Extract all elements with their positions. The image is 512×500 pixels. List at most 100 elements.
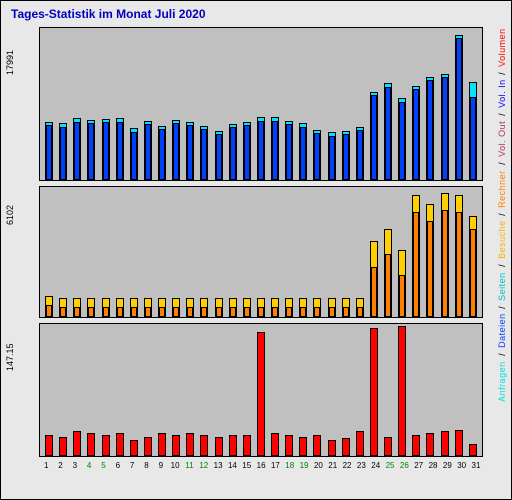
day-tick: 7 bbox=[125, 461, 139, 470]
bar bbox=[328, 440, 336, 456]
bar bbox=[172, 435, 180, 456]
bar bbox=[131, 132, 137, 180]
day-tick: 6 bbox=[111, 461, 125, 470]
bar bbox=[427, 221, 433, 317]
bar bbox=[131, 307, 137, 317]
day-tick: 17 bbox=[268, 461, 282, 470]
bar bbox=[230, 127, 236, 180]
bar bbox=[201, 129, 207, 180]
legend-item: Anfragen bbox=[497, 360, 507, 403]
bar bbox=[73, 431, 81, 456]
bar bbox=[300, 307, 306, 317]
bar bbox=[45, 435, 53, 456]
bar bbox=[426, 433, 434, 456]
day-tick: 27 bbox=[412, 461, 426, 470]
bar bbox=[158, 433, 166, 456]
day-tick: 3 bbox=[68, 461, 82, 470]
bar bbox=[229, 435, 237, 456]
day-tick: 11 bbox=[182, 461, 196, 470]
bar bbox=[46, 305, 52, 317]
day-tick: 30 bbox=[455, 461, 469, 470]
day-tick: 2 bbox=[53, 461, 67, 470]
bar bbox=[186, 433, 194, 456]
legend-item: Seiten bbox=[497, 271, 507, 302]
bar bbox=[272, 121, 278, 180]
bar bbox=[117, 307, 123, 317]
day-tick: 15 bbox=[240, 461, 254, 470]
bar bbox=[371, 267, 377, 317]
bar bbox=[159, 129, 165, 180]
bar bbox=[356, 431, 364, 456]
bar bbox=[230, 307, 236, 317]
bar bbox=[357, 307, 363, 317]
bar bbox=[385, 254, 391, 317]
y-label-bot: 147.15 bbox=[5, 343, 15, 371]
bar bbox=[470, 97, 476, 180]
legend-item: Vol. In bbox=[497, 79, 507, 110]
bar bbox=[371, 95, 377, 180]
day-tick: 21 bbox=[326, 461, 340, 470]
day-tick: 4 bbox=[82, 461, 96, 470]
bar bbox=[384, 437, 392, 456]
bar bbox=[272, 307, 278, 317]
legend: Anfragen / Dateien / Seiten / Besuche / … bbox=[497, 27, 507, 403]
x-axis-days: 1234567891011121314151617181920212223242… bbox=[39, 461, 483, 470]
day-tick: 8 bbox=[139, 461, 153, 470]
bar bbox=[144, 437, 152, 456]
bar bbox=[173, 307, 179, 317]
legend-item: Rechner bbox=[497, 169, 507, 209]
day-tick: 13 bbox=[211, 461, 225, 470]
bar bbox=[442, 77, 448, 180]
day-tick: 10 bbox=[168, 461, 182, 470]
bar bbox=[215, 437, 223, 456]
chart-title: Tages-Statistik im Monat Juli 2020 bbox=[11, 7, 206, 21]
bar bbox=[257, 332, 265, 456]
day-tick: 5 bbox=[96, 461, 110, 470]
bar bbox=[399, 102, 405, 180]
bar bbox=[159, 307, 165, 317]
bar bbox=[413, 89, 419, 180]
bar bbox=[286, 124, 292, 180]
bar bbox=[258, 121, 264, 180]
bar bbox=[370, 328, 378, 456]
bar bbox=[342, 438, 350, 456]
bar bbox=[413, 212, 419, 317]
bar bbox=[456, 38, 462, 180]
bar bbox=[343, 134, 349, 180]
bar bbox=[469, 444, 477, 456]
bar bbox=[130, 440, 138, 456]
panel-volume bbox=[39, 323, 483, 457]
bar bbox=[329, 307, 335, 317]
day-tick: 24 bbox=[369, 461, 383, 470]
bar bbox=[357, 130, 363, 180]
bar bbox=[286, 307, 292, 317]
day-tick: 22 bbox=[340, 461, 354, 470]
bar bbox=[314, 133, 320, 180]
bar bbox=[88, 123, 94, 180]
bar bbox=[442, 210, 448, 317]
bar bbox=[398, 326, 406, 456]
day-tick: 23 bbox=[354, 461, 368, 470]
panel-requests bbox=[39, 27, 483, 181]
y-label-mid: 6102 bbox=[5, 205, 15, 225]
bar bbox=[116, 433, 124, 456]
day-tick: 1 bbox=[39, 461, 53, 470]
bar bbox=[88, 307, 94, 317]
day-tick: 28 bbox=[426, 461, 440, 470]
bar bbox=[117, 122, 123, 180]
bar bbox=[60, 307, 66, 317]
bar bbox=[244, 125, 250, 180]
bar bbox=[59, 437, 67, 456]
bar bbox=[456, 212, 462, 317]
bar bbox=[399, 275, 405, 317]
bar bbox=[427, 80, 433, 180]
bar bbox=[441, 431, 449, 456]
bar bbox=[258, 307, 264, 317]
bar bbox=[314, 307, 320, 317]
bar bbox=[313, 435, 321, 456]
legend-item: Vol. Out bbox=[497, 120, 507, 158]
bar bbox=[103, 307, 109, 317]
day-tick: 9 bbox=[154, 461, 168, 470]
day-tick: 29 bbox=[440, 461, 454, 470]
day-tick: 12 bbox=[197, 461, 211, 470]
